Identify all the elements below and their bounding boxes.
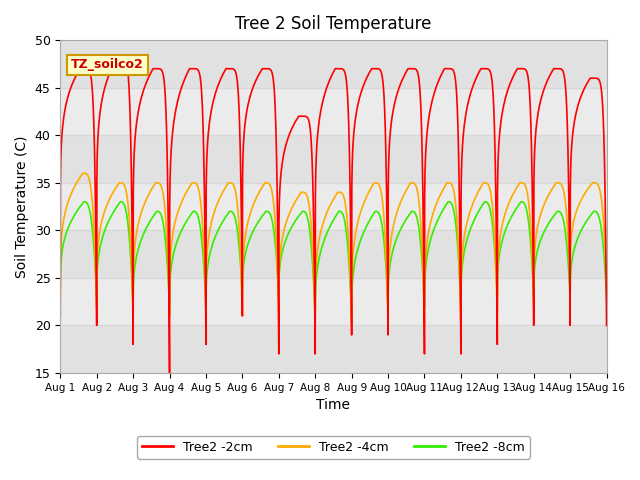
Line: Tree2 -8cm: Tree2 -8cm bbox=[60, 202, 607, 316]
Tree2 -4cm bbox=[186, 184, 193, 190]
Legend: Tree2 -2cm, Tree2 -4cm, Tree2 -8cm: Tree2 -2cm, Tree2 -4cm, Tree2 -8cm bbox=[137, 436, 530, 459]
Tree2 -2cm bbox=[166, 370, 173, 376]
Tree2 -2cm bbox=[595, 77, 603, 83]
Tree2 -2cm bbox=[186, 66, 193, 72]
Tree2 -2cm bbox=[303, 115, 311, 120]
Line: Tree2 -2cm: Tree2 -2cm bbox=[60, 59, 607, 373]
Tree2 -4cm bbox=[56, 294, 64, 300]
Tree2 -2cm bbox=[56, 313, 64, 319]
Tree2 -8cm bbox=[603, 294, 611, 300]
Tree2 -8cm bbox=[303, 215, 311, 220]
Title: Tree 2 Soil Temperature: Tree 2 Soil Temperature bbox=[236, 15, 431, 33]
Tree2 -2cm bbox=[603, 323, 611, 328]
Tree2 -2cm bbox=[539, 90, 547, 96]
Text: TZ_soilco2: TZ_soilco2 bbox=[71, 59, 144, 72]
Bar bbox=[60, 325, 607, 373]
Tree2 -2cm bbox=[113, 56, 120, 62]
Tree2 -4cm bbox=[603, 285, 611, 290]
Bar bbox=[60, 135, 607, 183]
Tree2 -8cm bbox=[539, 232, 547, 238]
Y-axis label: Soil Temperature (C): Soil Temperature (C) bbox=[15, 135, 29, 278]
Tree2 -8cm bbox=[80, 199, 88, 204]
Tree2 -8cm bbox=[312, 313, 319, 319]
Line: Tree2 -4cm: Tree2 -4cm bbox=[60, 173, 607, 325]
Tree2 -2cm bbox=[63, 99, 70, 105]
Tree2 -2cm bbox=[467, 89, 475, 95]
Tree2 -8cm bbox=[595, 214, 603, 220]
Bar bbox=[60, 40, 607, 88]
Bar bbox=[60, 230, 607, 278]
Tree2 -8cm bbox=[467, 225, 475, 231]
Tree2 -8cm bbox=[56, 285, 64, 290]
Tree2 -4cm bbox=[312, 323, 319, 328]
Tree2 -4cm bbox=[467, 206, 475, 212]
Tree2 -8cm bbox=[63, 229, 70, 235]
Tree2 -8cm bbox=[186, 214, 193, 219]
Tree2 -4cm bbox=[595, 184, 603, 190]
X-axis label: Time: Time bbox=[316, 398, 351, 412]
Tree2 -4cm bbox=[79, 170, 86, 176]
Tree2 -4cm bbox=[303, 194, 311, 200]
Tree2 -4cm bbox=[63, 204, 70, 210]
Tree2 -4cm bbox=[539, 205, 547, 211]
